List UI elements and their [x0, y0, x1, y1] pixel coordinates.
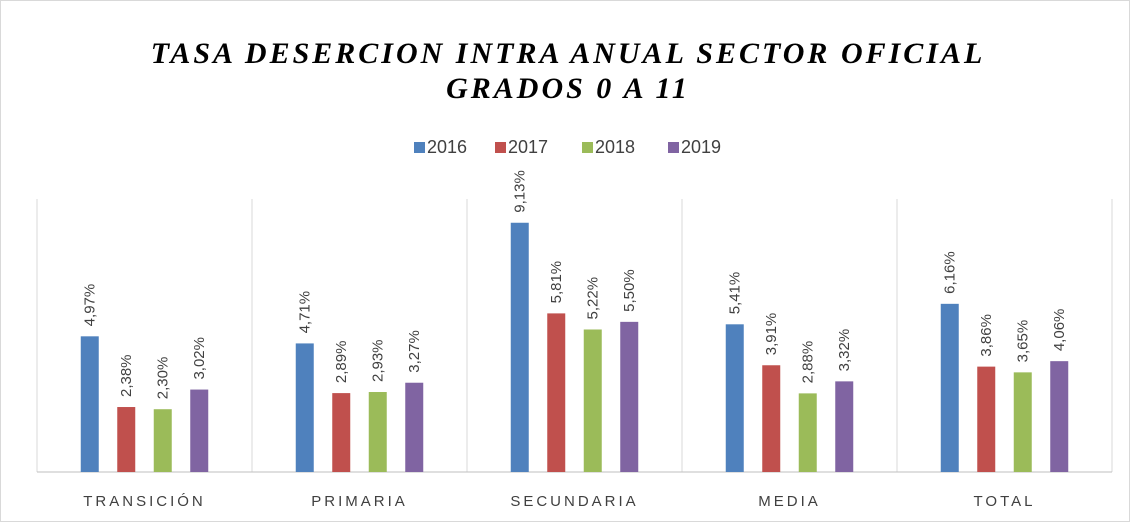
data-label: 3,91%: [763, 313, 780, 356]
chart-title: GRADOS 0 A 11: [446, 72, 690, 105]
bar: [940, 303, 959, 472]
bar: [798, 393, 817, 472]
legend-swatch: [495, 142, 506, 153]
bar: [725, 324, 744, 472]
legend-swatch: [414, 142, 425, 153]
bar: [117, 407, 136, 472]
bar: [153, 409, 172, 472]
data-label: 3,86%: [978, 314, 995, 357]
data-label: 4,06%: [1051, 309, 1068, 352]
legend-label: 2017: [508, 137, 548, 157]
data-label: 2,38%: [118, 354, 135, 397]
data-label: 2,93%: [370, 339, 387, 382]
legend-label: 2016: [427, 137, 467, 157]
data-label: 5,81%: [548, 261, 565, 304]
chart-title: TASA DESERCION INTRA ANUAL SECTOR OFICIA…: [151, 37, 986, 70]
data-label: 3,02%: [191, 337, 208, 380]
bar: [620, 321, 639, 472]
x-tick-label: TRANSICIÓN: [83, 493, 206, 510]
x-tick-label: PRIMARIA: [311, 493, 408, 510]
data-label: 3,27%: [406, 330, 423, 373]
data-label: 3,65%: [1015, 320, 1032, 363]
data-label: 2,30%: [155, 357, 172, 400]
bar: [295, 343, 314, 472]
data-label: 5,50%: [621, 269, 638, 312]
data-label: 9,13%: [512, 170, 529, 213]
data-label: 2,88%: [800, 341, 817, 384]
bar: [190, 389, 209, 472]
bar: [332, 393, 351, 472]
data-label: 3,32%: [836, 329, 853, 372]
bar: [1050, 361, 1069, 472]
legend-swatch: [582, 142, 593, 153]
bar: [835, 381, 854, 472]
legend-swatch: [668, 142, 679, 153]
data-label: 5,41%: [727, 272, 744, 315]
bar: [368, 392, 387, 472]
data-label: 5,22%: [585, 277, 602, 320]
bar: [1013, 372, 1032, 472]
bar: [547, 313, 566, 472]
bar: [80, 336, 99, 472]
x-tick-label: MEDIA: [758, 493, 821, 510]
bar: [405, 382, 424, 472]
bar: [977, 366, 996, 472]
data-label: 4,71%: [297, 291, 314, 334]
data-label: 4,97%: [82, 284, 99, 327]
data-label: 2,89%: [333, 341, 350, 384]
bar: [762, 365, 781, 472]
data-label: 6,16%: [942, 251, 959, 294]
legend-label: 2019: [681, 137, 721, 157]
legend-label: 2018: [595, 137, 635, 157]
bar: [510, 222, 529, 472]
bar: [583, 329, 602, 472]
x-tick-label: TOTAL: [974, 493, 1036, 510]
x-tick-label: SECUNDARIA: [510, 493, 638, 510]
